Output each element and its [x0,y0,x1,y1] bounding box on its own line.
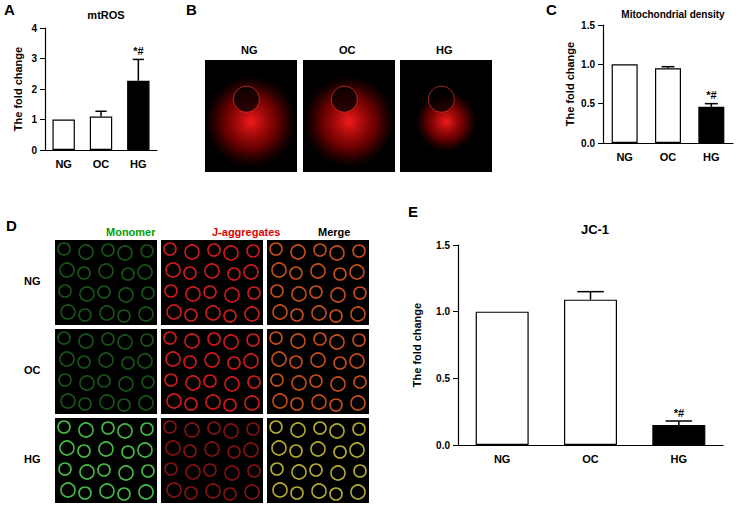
svg-text:E: E [408,203,418,220]
svg-text:HG: HG [703,151,720,163]
svg-text:A: A [4,1,15,18]
svg-text:The fold change: The fold change [12,47,24,131]
svg-text:1.5: 1.5 [581,20,595,31]
svg-text:4: 4 [31,23,37,34]
svg-text:1.0: 1.0 [581,59,595,70]
svg-text:C: C [546,1,557,18]
svg-text:0: 0 [31,145,37,156]
svg-text:mtROS: mtROS [87,9,124,21]
svg-text:OC: OC [660,151,677,163]
svg-text:OC: OC [582,453,599,465]
svg-text:HG: HG [671,453,688,465]
svg-text:J-aggregates: J-aggregates [212,226,280,238]
svg-text:*#: *# [133,45,143,57]
svg-text:OC: OC [24,364,41,376]
svg-text:1: 1 [31,114,37,125]
svg-text:2: 2 [31,84,37,95]
svg-text:*#: *# [706,89,716,101]
svg-text:NG: NG [55,158,72,170]
svg-text:The fold change: The fold change [564,42,576,126]
svg-text:*#: *# [674,407,684,419]
svg-text:1.5: 1.5 [436,240,450,251]
svg-text:0.0: 0.0 [436,440,450,451]
svg-text:OC: OC [93,158,110,170]
svg-text:NG: NG [24,275,41,287]
svg-text:Merge: Merge [318,226,350,238]
svg-text:The fold change: The fold change [411,303,423,387]
svg-text:NG: NG [616,151,633,163]
svg-text:D: D [6,217,17,234]
svg-text:NG: NG [494,453,511,465]
svg-text:NG: NG [241,44,258,56]
svg-text:1.0: 1.0 [436,306,450,317]
svg-text:JC-1: JC-1 [581,222,609,237]
svg-text:Mitochondrial density: Mitochondrial density [621,9,725,20]
svg-text:HG: HG [24,453,41,465]
svg-text:OC: OC [339,44,356,56]
svg-text:Monomer: Monomer [106,226,156,238]
svg-text:0.5: 0.5 [581,98,595,109]
svg-text:HG: HG [130,158,147,170]
svg-text:0.0: 0.0 [581,138,595,149]
svg-text:0.5: 0.5 [436,373,450,384]
svg-text:HG: HG [436,44,453,56]
svg-text:B: B [186,1,197,18]
svg-text:3: 3 [31,53,37,64]
